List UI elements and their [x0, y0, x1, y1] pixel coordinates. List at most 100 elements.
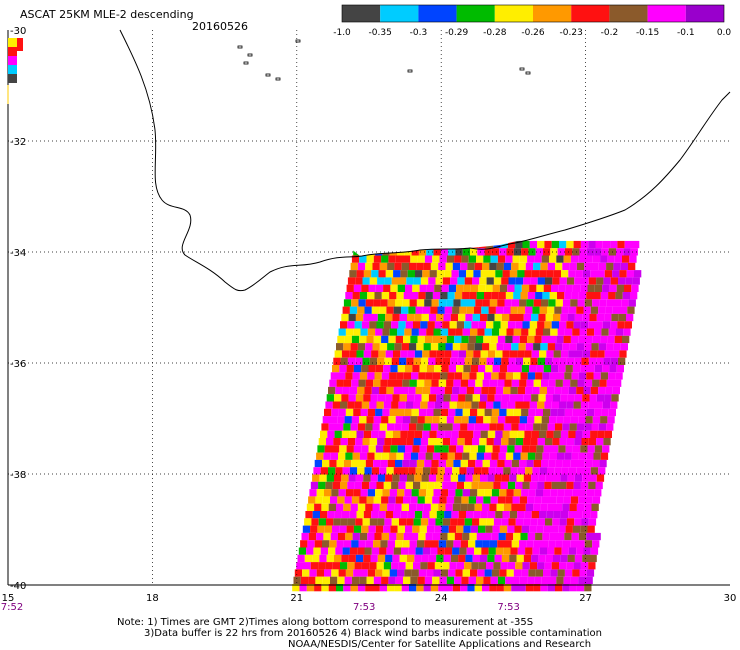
- swath-cell: [456, 525, 464, 533]
- swath-cell: [492, 284, 500, 292]
- swath-cell: [525, 584, 534, 592]
- swath-cell: [474, 343, 482, 351]
- swath-cell: [391, 562, 399, 570]
- swath-cell: [511, 540, 520, 548]
- swath-cell: [440, 372, 448, 380]
- swath-cell: [484, 328, 492, 336]
- swath-cell: [557, 532, 565, 541]
- swath-cell: [293, 576, 301, 584]
- swath-cell: [391, 277, 399, 285]
- swath-cell: [462, 408, 470, 417]
- swath-cell: [498, 452, 506, 460]
- swath-cell: [503, 262, 512, 271]
- swath-cell: [367, 532, 375, 541]
- swath-cell: [507, 525, 515, 533]
- swath-cell: [570, 540, 578, 548]
- swath-cell: [546, 270, 554, 278]
- swath-cell: [597, 430, 605, 438]
- swath-cell: [522, 321, 530, 329]
- swath-cell: [329, 459, 337, 468]
- swath-cell: [332, 401, 340, 409]
- swath-cell: [504, 459, 512, 468]
- swath-cell: [371, 386, 380, 395]
- swath-cell: [526, 459, 534, 468]
- swath-cell: [377, 554, 386, 563]
- swath-cell: [368, 365, 376, 373]
- swath-cell: [346, 445, 354, 453]
- swath-cell: [395, 255, 403, 263]
- swath-cell: [392, 474, 400, 482]
- swath-cell: [559, 357, 567, 365]
- swath-cell: [399, 518, 407, 526]
- swath-cell: [495, 547, 504, 555]
- swath-cell: [470, 525, 478, 533]
- swath-cell: [336, 343, 344, 351]
- swath-cell: [500, 321, 508, 329]
- swath-cell: [442, 562, 450, 570]
- time-label: 7:53: [353, 602, 375, 613]
- swath-cell: [596, 313, 605, 322]
- swath-cell: [316, 489, 324, 497]
- swath-cell: [575, 430, 583, 438]
- time-label: 7:53: [497, 602, 519, 613]
- swath-cell: [561, 467, 569, 475]
- swath-cell: [582, 511, 591, 519]
- swath-cell: [594, 445, 603, 453]
- swath-cell: [509, 430, 518, 438]
- swath-cell: [348, 394, 356, 402]
- swath-cell: [551, 321, 559, 329]
- swath-cell: [320, 430, 328, 438]
- swath-cell: [395, 496, 403, 504]
- swath-cell: [577, 540, 585, 548]
- swath-cell: [481, 547, 489, 555]
- swath-cell: [443, 394, 451, 402]
- swath-cell: [438, 459, 447, 468]
- swath-cell: [345, 328, 354, 336]
- swath-cell: [544, 240, 552, 249]
- swath-cell: [592, 299, 600, 307]
- swath-cell: [314, 459, 322, 468]
- swath-cell: [627, 306, 635, 314]
- swath-cell: [336, 423, 344, 431]
- swath-cell: [466, 547, 474, 555]
- swath-cell: [371, 270, 379, 278]
- swath-cell: [407, 554, 415, 563]
- swath-cell: [388, 416, 396, 424]
- swath-cell: [393, 386, 401, 395]
- swath-cell: [399, 394, 407, 402]
- swath-cell: [566, 277, 575, 285]
- swath-cell: [485, 284, 493, 292]
- swath-cell: [518, 584, 526, 592]
- swath-cell: [529, 562, 538, 570]
- swath-cell: [533, 299, 541, 307]
- swath-cell: [376, 321, 384, 329]
- swath-cell: [609, 284, 617, 292]
- swath-cell: [310, 525, 318, 533]
- swath-cell: [570, 576, 579, 584]
- swath-cell: [569, 423, 577, 431]
- swath-cell: [332, 481, 340, 490]
- swath-cell: [341, 394, 349, 402]
- swath-cell: [367, 372, 375, 380]
- swath-cell: [491, 532, 499, 541]
- swath-cell: [588, 240, 596, 249]
- swath-cell: [414, 313, 422, 322]
- swath-cell: [562, 262, 570, 271]
- swath-cell: [438, 299, 447, 307]
- swath-cell: [302, 525, 311, 533]
- swath-cell: [526, 379, 534, 387]
- swath-cell: [361, 401, 370, 409]
- swath-cell: [567, 313, 575, 322]
- swath-cell: [369, 438, 378, 446]
- swath-cell: [480, 350, 488, 358]
- swath-cell: [328, 467, 336, 475]
- swath-cell: [501, 474, 510, 482]
- tick-labels: 15 18 21 24 27 30-30-32-34-36-38-407:52 7:53 7:…: [1, 26, 737, 613]
- swath-cell: [595, 401, 603, 409]
- swath-cell: [491, 372, 499, 380]
- swath-cell: [318, 518, 326, 526]
- swath-cell: [457, 518, 465, 526]
- swath-cell: [338, 489, 346, 497]
- swath-cell: [592, 416, 601, 424]
- swath-cell: [516, 474, 524, 482]
